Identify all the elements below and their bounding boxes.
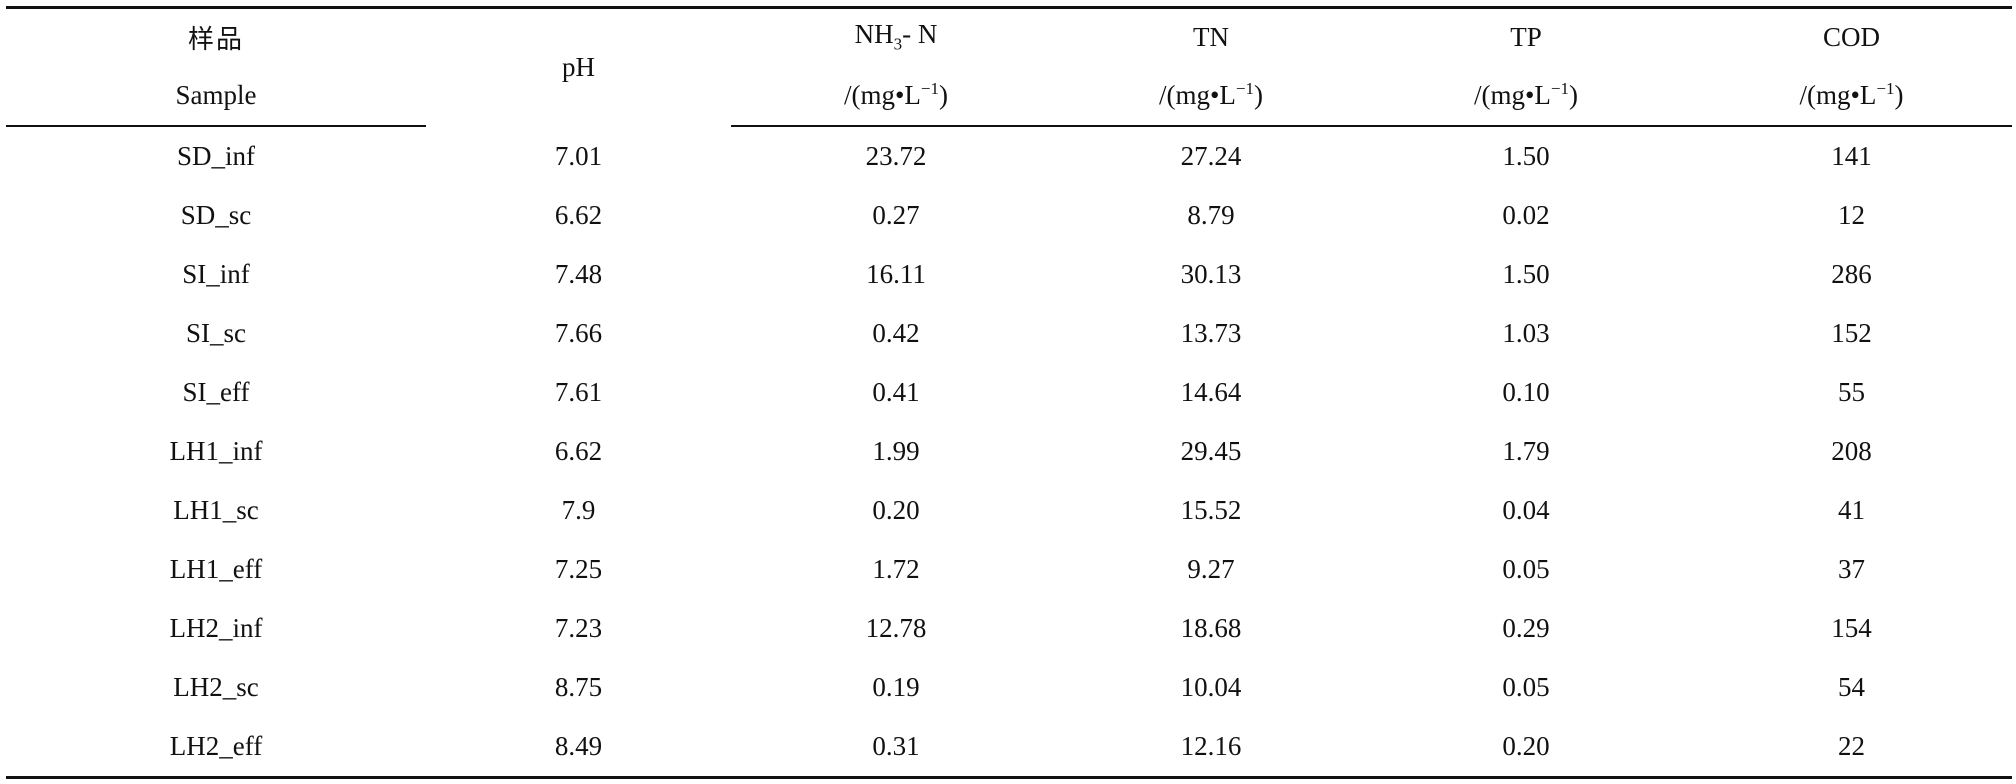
header-row-1: 样品 pH NH3- N TN TP COD bbox=[6, 6, 2012, 126]
cell-nh3-n: 0.27 bbox=[872, 200, 920, 230]
cell-nh3-n: 0.42 bbox=[872, 318, 920, 348]
cell-cod: 37 bbox=[1838, 554, 1865, 584]
unit-tn: /(mg•L−1) bbox=[1061, 65, 1361, 127]
cell-tp: 0.10 bbox=[1502, 377, 1550, 407]
cell-ph: 8.75 bbox=[554, 672, 603, 702]
cell-ph: 7.9 bbox=[561, 495, 596, 525]
header-tn: TN bbox=[1061, 6, 1361, 65]
cell-tn: 8.79 bbox=[1187, 200, 1235, 230]
cell-tp: 1.79 bbox=[1502, 436, 1550, 466]
header-cod: COD bbox=[1691, 6, 2012, 65]
cell-sample: LH1_eff bbox=[169, 554, 263, 584]
cell-cod: 152 bbox=[1831, 318, 1872, 348]
table-body: SD_inf 7.01 23.72 27.24 1.50 141 SD_sc 6.62 0.2… bbox=[6, 126, 2012, 779]
cell-tp: 0.05 bbox=[1502, 554, 1550, 584]
cell-cod: 286 bbox=[1831, 259, 1872, 289]
cell-nh3-n: 12.78 bbox=[865, 613, 927, 643]
cell-tn: 9.27 bbox=[1187, 554, 1235, 584]
table-row: LH1_inf 6.62 1.99 29.45 1.79 208 bbox=[6, 422, 2012, 481]
cell-tp: 0.02 bbox=[1502, 200, 1550, 230]
cell-cod: 22 bbox=[1691, 717, 2012, 779]
cell-nh3-n: 23.72 bbox=[865, 141, 927, 171]
table-row: SD_inf 7.01 23.72 27.24 1.50 141 bbox=[6, 126, 2012, 186]
cell-sample: SD_inf bbox=[176, 141, 255, 171]
cell-tp: 1.03 bbox=[1502, 318, 1550, 348]
table-row: LH2_sc 8.75 0.19 10.04 0.05 54 bbox=[6, 658, 2012, 717]
cell-sample: SI_inf bbox=[182, 259, 250, 289]
cell-nh3-n: 0.41 bbox=[872, 377, 920, 407]
cell-ph: 6.62 bbox=[554, 436, 603, 466]
cell-nh3-n: 1.99 bbox=[872, 436, 920, 466]
cell-tn: 12.16 bbox=[1061, 717, 1361, 779]
unit-nh3-n: /(mg•L−1) bbox=[731, 65, 1061, 127]
cell-cod: 208 bbox=[1831, 436, 1872, 466]
cell-ph: 7.61 bbox=[554, 377, 603, 407]
cell-tp: 0.20 bbox=[1361, 717, 1691, 779]
cell-tn: 10.04 bbox=[1180, 672, 1242, 702]
cell-tp: 0.04 bbox=[1502, 495, 1550, 525]
table-row: SD_sc 6.62 0.27 8.79 0.02 12 bbox=[6, 186, 2012, 245]
cell-ph: 7.48 bbox=[554, 259, 603, 289]
cell-nh3-n: 16.11 bbox=[866, 259, 926, 289]
cell-nh3-n: 0.31 bbox=[731, 717, 1061, 779]
cell-tn: 13.73 bbox=[1180, 318, 1242, 348]
table-row: LH1_eff 7.25 1.72 9.27 0.05 37 bbox=[6, 540, 2012, 599]
cell-cod: 141 bbox=[1831, 141, 1872, 171]
cell-tn: 15.52 bbox=[1180, 495, 1242, 525]
cell-nh3-n: 1.72 bbox=[872, 554, 920, 584]
table-row: LH2_eff 8.49 0.31 12.16 0.20 22 bbox=[6, 717, 2012, 779]
cell-tn: 29.45 bbox=[1180, 436, 1242, 466]
table-row: LH1_sc 7.9 0.20 15.52 0.04 41 bbox=[6, 481, 2012, 540]
cell-cod: 41 bbox=[1838, 495, 1865, 525]
cell-nh3-n: 0.20 bbox=[872, 495, 920, 525]
header-sample-cn: 样品 bbox=[6, 6, 426, 65]
cell-tp: 0.29 bbox=[1502, 613, 1550, 643]
cell-sample: SI_sc bbox=[186, 318, 246, 348]
cell-ph: 7.25 bbox=[554, 554, 603, 584]
cell-tn: 14.64 bbox=[1180, 377, 1242, 407]
cell-sample: LH1_inf bbox=[169, 436, 263, 466]
cell-ph: 7.66 bbox=[554, 318, 603, 348]
header-tp: TP bbox=[1361, 6, 1691, 65]
header-sample-en: Sample bbox=[6, 65, 426, 127]
header-nh3-n: NH3- N bbox=[731, 6, 1061, 65]
unit-cod: /(mg•L−1) bbox=[1691, 65, 2012, 127]
cell-cod: 12 bbox=[1838, 200, 1865, 230]
unit-tp: /(mg•L−1) bbox=[1361, 65, 1691, 127]
cell-cod: 54 bbox=[1838, 672, 1865, 702]
cell-tp: 0.05 bbox=[1502, 672, 1550, 702]
cell-sample: LH2_sc bbox=[173, 672, 259, 702]
cell-tp: 1.50 bbox=[1502, 141, 1550, 171]
cell-ph: 6.62 bbox=[554, 200, 603, 230]
cell-cod: 55 bbox=[1838, 377, 1865, 407]
header-row-2: Sample /(mg•L−1) /(mg•L−1) /(mg•L−1) /(m… bbox=[6, 65, 2012, 127]
cell-sample: LH2_eff bbox=[6, 717, 426, 779]
table-row: LH2_inf 7.23 12.78 18.68 0.29 154 bbox=[6, 599, 2012, 658]
cell-sample: LH2_inf bbox=[169, 613, 263, 643]
cell-ph: 8.49 bbox=[426, 717, 731, 779]
cell-tp: 1.50 bbox=[1502, 259, 1550, 289]
table-row: SI_eff 7.61 0.41 14.64 0.10 55 bbox=[6, 363, 2012, 422]
table-row: SI_inf 7.48 16.11 30.13 1.50 286 bbox=[6, 245, 2012, 304]
header-ph: pH bbox=[426, 6, 731, 126]
cell-sample: SD_sc bbox=[180, 200, 252, 230]
water-quality-table: 样品 pH NH3- N TN TP COD Sample /(mg•L−1) … bbox=[6, 6, 2012, 779]
cell-ph: 7.01 bbox=[554, 140, 603, 171]
water-quality-table-container: 样品 pH NH3- N TN TP COD Sample /(mg•L−1) … bbox=[6, 6, 2012, 779]
cell-tn: 27.24 bbox=[1180, 141, 1242, 171]
cell-tn: 30.13 bbox=[1180, 259, 1242, 289]
cell-sample: SI_eff bbox=[182, 377, 250, 407]
table-row: SI_sc 7.66 0.42 13.73 1.03 152 bbox=[6, 304, 2012, 363]
cell-cod: 154 bbox=[1831, 613, 1872, 643]
cell-ph: 7.23 bbox=[554, 613, 603, 643]
cell-sample: LH1_sc bbox=[173, 495, 259, 525]
cell-tn: 18.68 bbox=[1180, 613, 1242, 643]
table-header: 样品 pH NH3- N TN TP COD Sample /(mg•L−1) … bbox=[6, 6, 2012, 127]
cell-nh3-n: 0.19 bbox=[872, 672, 920, 702]
